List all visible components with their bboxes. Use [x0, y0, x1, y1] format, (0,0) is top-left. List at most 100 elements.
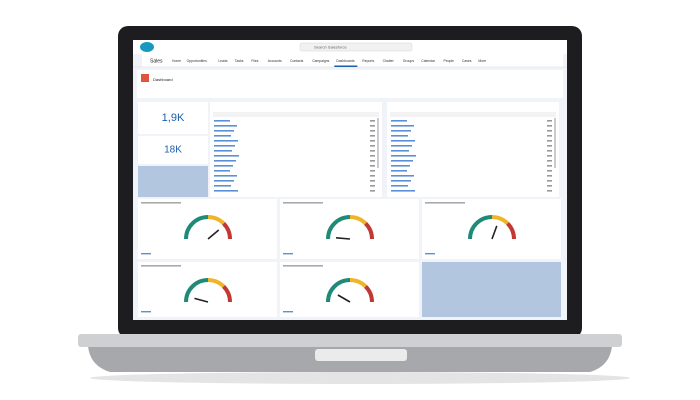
table-cell	[370, 190, 375, 192]
nav-tab[interactable]: Chatter	[383, 59, 395, 63]
shadow	[90, 372, 630, 384]
table-cell	[391, 185, 408, 187]
laptop-deck	[78, 334, 622, 347]
nav-tab[interactable]: Accounts	[268, 59, 282, 63]
table-cell	[391, 125, 414, 127]
gauge-needle	[491, 225, 498, 240]
footer-link	[141, 253, 151, 255]
nav-tab[interactable]: Campaigns	[312, 59, 329, 63]
table-cell	[391, 145, 412, 147]
table-cell	[391, 135, 408, 137]
logo	[140, 42, 154, 52]
footer-link	[141, 311, 151, 313]
table-cell	[370, 125, 375, 127]
gauge-segment	[326, 215, 351, 240]
table-cell	[547, 150, 552, 152]
table-cell	[547, 145, 552, 147]
table-cell	[391, 180, 411, 182]
gauge-segment	[184, 215, 209, 240]
table-cell	[391, 160, 413, 162]
gauge-segment	[364, 222, 374, 240]
gauge-needle	[194, 297, 209, 303]
nav-tab[interactable]: Opportunities	[187, 59, 207, 63]
gauge-segment	[326, 278, 351, 303]
card-title	[283, 265, 323, 267]
table-cell	[214, 125, 237, 127]
nav-tab[interactable]: More	[478, 59, 486, 63]
table-cell	[391, 120, 407, 122]
table-cell	[391, 140, 415, 142]
gauge-segment	[468, 215, 493, 240]
dashboard-icon	[141, 74, 149, 82]
gauge-segment	[349, 215, 367, 225]
metric-value: 1,9K	[162, 112, 185, 124]
table-cell	[391, 170, 407, 172]
nav-tab[interactable]: Calendar	[421, 59, 436, 63]
gauge-segment	[184, 278, 209, 303]
table-cell	[370, 185, 375, 187]
nav-bar	[142, 54, 563, 67]
gauge-needle	[335, 236, 351, 240]
table-cell	[391, 155, 416, 157]
table-cell	[214, 145, 235, 147]
dashboard-title: Dashboard	[153, 77, 173, 82]
empty-panel	[422, 262, 561, 317]
scrollbar	[377, 118, 379, 168]
table-cell	[214, 140, 238, 142]
active-tab-indicator	[334, 65, 358, 67]
table-cell	[214, 150, 232, 152]
gauge-segment	[222, 222, 232, 240]
table-cell	[370, 175, 375, 177]
metric-card	[138, 102, 208, 134]
table-cell	[370, 130, 375, 132]
gauge-segment	[222, 285, 232, 303]
gauge-segment	[491, 215, 509, 225]
search-box[interactable]	[299, 42, 413, 52]
table-header	[390, 112, 556, 117]
scrollbar	[554, 118, 556, 168]
card-title	[425, 202, 465, 204]
nav-tab[interactable]: Groups	[403, 59, 414, 63]
gauge-segment	[506, 222, 516, 240]
nav-tab[interactable]: Cases	[462, 59, 472, 63]
table-cell	[547, 175, 552, 177]
table-cell	[547, 120, 552, 122]
nav-tab[interactable]: Dashboards	[336, 59, 355, 63]
table-cell	[547, 160, 552, 162]
table-card	[387, 102, 559, 197]
gauge-segment	[349, 278, 367, 288]
search-placeholder: Search Salesforce	[314, 45, 347, 50]
table-cell	[214, 190, 238, 192]
table-cell	[547, 155, 552, 157]
table-cell	[370, 150, 375, 152]
nav-tab[interactable]: Files	[251, 59, 258, 63]
table-cell	[370, 120, 375, 122]
gauge-segment	[364, 285, 374, 303]
nav-tab[interactable]: Tasks	[235, 59, 244, 63]
table-cell	[547, 165, 552, 167]
table-cell	[547, 180, 552, 182]
table-cell	[370, 165, 375, 167]
gauge-needle	[207, 229, 220, 240]
gauge-needle	[337, 294, 351, 303]
nav-tab[interactable]: Contacts	[290, 59, 304, 63]
empty-panel	[138, 166, 208, 197]
table-cell	[391, 130, 411, 132]
footer-link	[283, 311, 293, 313]
gauge-segment	[207, 215, 225, 225]
table-cell	[214, 135, 231, 137]
nav-tab[interactable]: Home	[172, 59, 181, 63]
table-cell	[370, 140, 375, 142]
nav-tab[interactable]: People	[444, 59, 455, 63]
card-title	[141, 202, 181, 204]
nav-tab[interactable]: Leads	[218, 59, 228, 63]
table-cell	[547, 125, 552, 127]
widgets	[138, 102, 561, 317]
dashboard-header	[137, 70, 563, 98]
trackpad-notch	[315, 349, 407, 361]
table-cell	[214, 160, 236, 162]
nav-tab[interactable]: Reports	[362, 59, 374, 63]
gauge-card	[138, 199, 277, 259]
metric-value: 18K	[164, 145, 182, 156]
table-cell	[547, 170, 552, 172]
